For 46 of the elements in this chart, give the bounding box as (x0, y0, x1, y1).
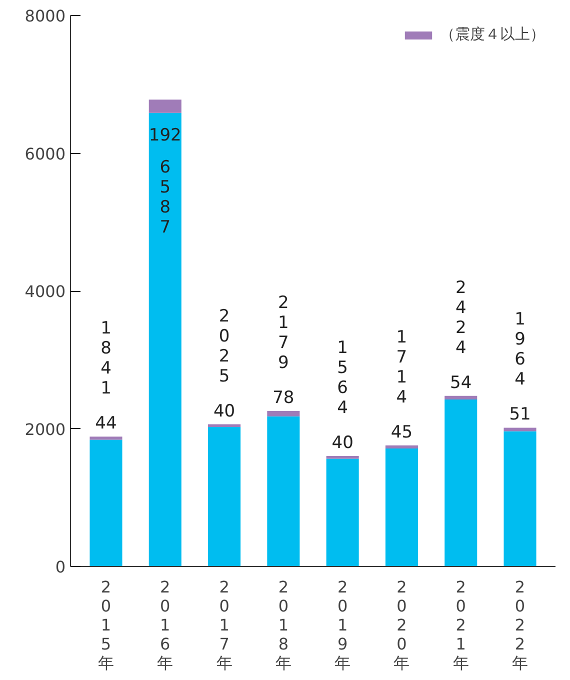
data-label: 45 (390, 422, 413, 442)
bar (444, 400, 478, 566)
bar (148, 100, 182, 113)
data-label: 51 (509, 404, 531, 425)
bar (267, 416, 300, 566)
y-tick-label: 0 (55, 558, 66, 576)
data-label: 6 5 8 7 (160, 158, 171, 238)
bar (208, 427, 241, 566)
x-tick-label: 2016年 (157, 578, 174, 672)
data-label: 1 8 4 1 (100, 318, 112, 399)
y-tick-label: 8000 (24, 6, 66, 26)
bar (90, 436, 122, 440)
bar (326, 458, 359, 566)
data-label: 1 7 1 4 (396, 327, 408, 408)
data-label: 2 4 2 4 (455, 278, 466, 358)
data-label: 40 (332, 433, 354, 454)
data-label: 1 5 6 4 (337, 338, 348, 418)
bar (326, 456, 359, 459)
bar (267, 411, 300, 416)
x-tick-label: 2018年 (275, 578, 292, 672)
bar (504, 428, 536, 432)
y-tick-label: 2000 (24, 420, 66, 439)
y-tick-label: 4000 (24, 282, 66, 301)
legend-label: （震度４以上） (440, 25, 545, 44)
data-label: 2 1 7 9 (278, 293, 289, 374)
bar (148, 112, 182, 566)
x-tick-label: 2015年 (98, 578, 114, 672)
bar (385, 445, 418, 448)
x-tick-label: 2017年 (216, 578, 232, 672)
data-label: 40 (213, 401, 236, 422)
data-label: 54 (450, 372, 472, 393)
x-tick-label: 2021年 (452, 578, 469, 672)
x-tick-label: 2020年 (394, 578, 410, 672)
bar (90, 440, 122, 566)
bar (504, 431, 536, 566)
bar (444, 396, 478, 400)
data-label: 1 9 6 4 (514, 310, 526, 390)
bar (385, 448, 418, 566)
data-label: 78 (272, 388, 294, 408)
y-tick-label: 6000 (24, 144, 66, 164)
x-tick-label: 2022年 (512, 578, 528, 672)
data-label: 44 (95, 414, 117, 434)
data-label: 2 0 2 5 (218, 306, 230, 386)
bar (208, 424, 241, 428)
x-tick-label: 2019年 (334, 578, 351, 672)
data-label: 192 (148, 126, 182, 146)
